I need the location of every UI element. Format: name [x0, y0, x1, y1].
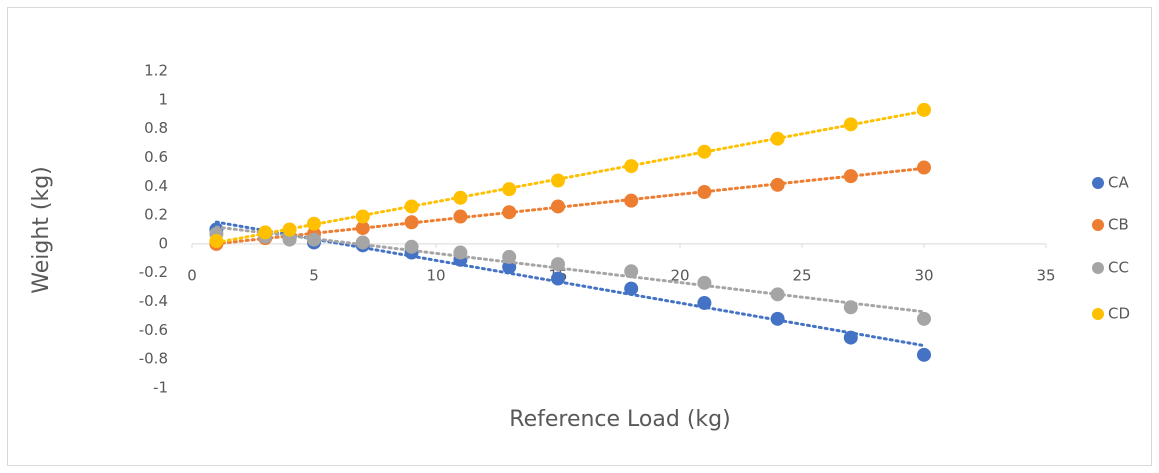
point [770, 287, 785, 302]
point [917, 102, 931, 117]
point [697, 185, 712, 200]
y-tick-label: -1 [153, 379, 168, 397]
y-tick-label: 0 [158, 234, 168, 252]
point [282, 222, 297, 237]
x-tick-label: 0 [187, 266, 197, 284]
x-tick-label: 30 [914, 266, 933, 284]
point [355, 235, 370, 250]
point [404, 239, 419, 254]
point [502, 259, 517, 274]
point [624, 193, 639, 208]
y-tick-label: -0.8 [139, 350, 168, 368]
legend-label: CA [1108, 174, 1129, 192]
legend-label: CC [1108, 259, 1129, 277]
point [551, 173, 565, 188]
point [282, 232, 297, 247]
point [843, 300, 858, 315]
y-tick-label: -0.4 [139, 292, 168, 310]
point [453, 209, 468, 224]
point [917, 160, 931, 175]
point [453, 245, 468, 260]
trendline [214, 166, 926, 246]
point [502, 182, 517, 197]
point [307, 216, 321, 231]
x-tick-label: 5 [309, 266, 319, 284]
chart-border [7, 7, 1152, 466]
point [843, 117, 858, 132]
point [404, 215, 419, 230]
point [843, 169, 858, 184]
point [624, 159, 639, 174]
y-tick-label: 0.8 [144, 119, 168, 137]
point [307, 232, 321, 247]
x-tick-label: 35 [1036, 266, 1055, 284]
point [404, 199, 419, 214]
trendline [214, 220, 926, 348]
y-axis-title: Weight (kg) [29, 166, 54, 294]
point [917, 347, 931, 362]
x-tick-label: 25 [792, 266, 811, 284]
point [453, 190, 468, 205]
legend-marker [1092, 177, 1104, 189]
point [209, 234, 224, 249]
y-tick-label: -0.2 [139, 263, 168, 281]
point [551, 199, 565, 214]
point [551, 271, 565, 286]
y-tick-label: -0.6 [139, 321, 168, 339]
point [697, 144, 712, 159]
y-tick-label: 1 [158, 90, 168, 108]
point [843, 330, 858, 345]
y-tick-label: 0.2 [144, 206, 168, 224]
point [502, 205, 517, 220]
legend-marker [1092, 308, 1104, 320]
trendline [214, 109, 926, 245]
x-tick-label: 20 [670, 266, 689, 284]
point [355, 209, 370, 224]
point [697, 295, 712, 310]
y-tick-label: 1.2 [144, 62, 168, 80]
point [770, 131, 785, 146]
point [770, 311, 785, 326]
legend-label: CD [1108, 305, 1130, 323]
point [624, 281, 639, 296]
point [770, 177, 785, 192]
point [917, 311, 931, 326]
point [551, 257, 565, 272]
trendline [214, 225, 926, 314]
x-axis-title: Reference Load (kg) [509, 407, 730, 432]
point [355, 221, 370, 236]
y-tick-label: 0.6 [144, 148, 168, 166]
point [624, 264, 639, 279]
point [697, 275, 712, 290]
x-tick-label: 10 [426, 266, 445, 284]
point [258, 225, 273, 240]
legend-marker [1092, 219, 1104, 231]
legend-marker [1092, 262, 1104, 274]
legend-label: CB [1108, 216, 1129, 234]
y-tick-label: 0.4 [144, 177, 168, 195]
point [502, 249, 517, 264]
